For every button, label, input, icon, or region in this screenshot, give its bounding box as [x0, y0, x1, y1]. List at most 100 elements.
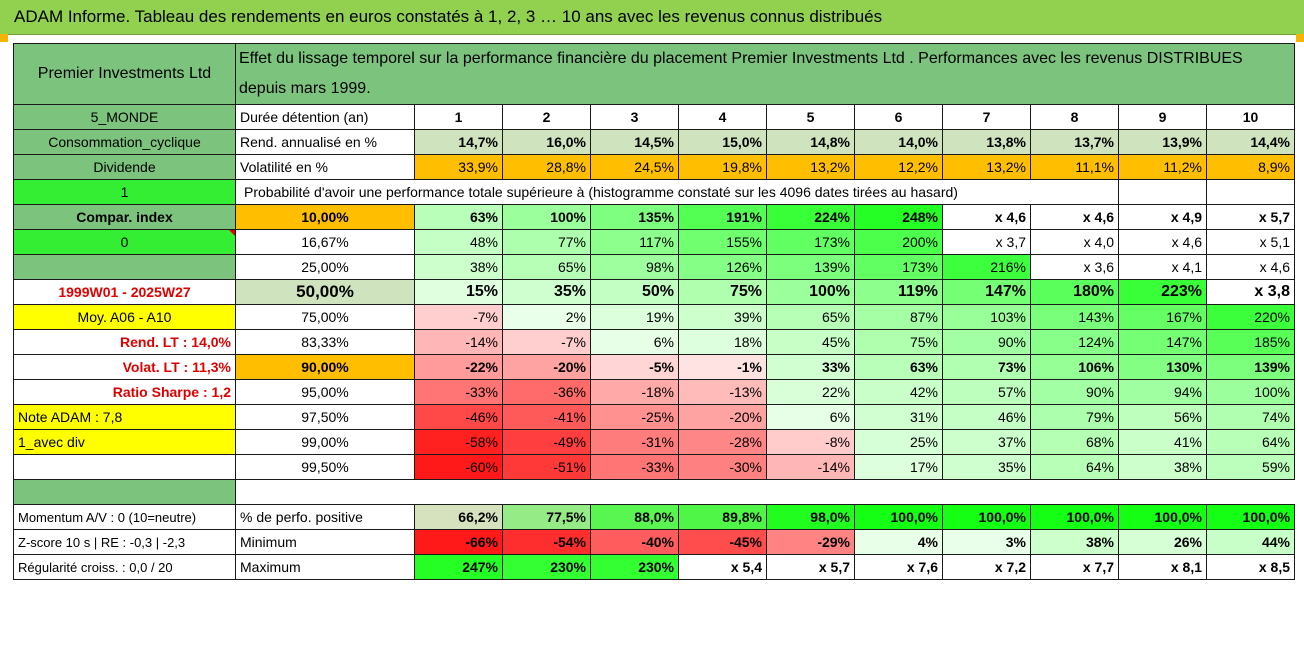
proba-cell: 31% [854, 404, 943, 430]
proba-cell: 46% [942, 404, 1031, 430]
stat-cell: 98,0% [766, 504, 855, 530]
volat-cell: 24,5% [590, 154, 679, 180]
stat-cell: 230% [502, 554, 591, 580]
proba-threshold: 99,50% [235, 454, 415, 480]
stat-cell: 100,0% [942, 504, 1031, 530]
proba-cell: 64% [1030, 454, 1119, 480]
proba-cell: 220% [1205, 304, 1296, 330]
side-label: Note ADAM : 7,8 [13, 404, 236, 430]
stat-cell: -29% [766, 529, 855, 555]
volat-cell: 33,9% [414, 154, 503, 180]
year-header: 6 [854, 104, 943, 130]
proba-cell: 216% [942, 254, 1031, 280]
stat-cell: 247% [414, 554, 503, 580]
proba-cell: 38% [414, 254, 503, 280]
proba-cell: 59% [1205, 454, 1296, 480]
proba-cell: 87% [854, 304, 943, 330]
proba-threshold: 10,00% [235, 204, 415, 230]
duree-label: Durée détention (an) [235, 104, 415, 130]
volat-cell: 13,2% [766, 154, 855, 180]
proba-cell: 56% [1118, 404, 1207, 430]
one-label: 1 [13, 179, 236, 205]
proba-cell: 18% [678, 329, 767, 355]
volat-cell: 13,2% [942, 154, 1031, 180]
stat-cell: -54% [502, 529, 591, 555]
side-label: Volat. LT : 11,3% [13, 354, 236, 380]
proba-cell: -20% [678, 404, 767, 430]
proba-cell: 37% [942, 429, 1031, 455]
side-label: Ratio Sharpe : 1,2 [13, 379, 236, 405]
stat-cell: 38% [1030, 529, 1119, 555]
corner-marker-right [1296, 34, 1304, 42]
proba-cell: 180% [1030, 279, 1119, 305]
proba-cell: 64% [1205, 429, 1296, 455]
proba-cell: -31% [590, 429, 679, 455]
proba-cell: -7% [414, 304, 503, 330]
side-label: 0 [13, 229, 236, 255]
proba-cell: -20% [502, 354, 591, 380]
proba-cell: 173% [854, 254, 943, 280]
proba-cell: 191% [678, 204, 767, 230]
report-banner: ADAM Informe. Tableau des rendements en … [0, 0, 1304, 35]
proba-cell: 147% [942, 279, 1031, 305]
stat-cell: x 8,1 [1118, 554, 1207, 580]
proba-cell: 126% [678, 254, 767, 280]
rend-cell: 15,0% [678, 129, 767, 155]
proba-threshold: 16,67% [235, 229, 415, 255]
proba-cell: -8% [766, 429, 855, 455]
stat-cell: 100,0% [1205, 504, 1296, 530]
proba-cell: 50% [590, 279, 679, 305]
proba-cell: 42% [854, 379, 943, 405]
proba-cell: 135% [590, 204, 679, 230]
proba-cell: 185% [1205, 329, 1296, 355]
proba-cell: 139% [766, 254, 855, 280]
year-header: 2 [502, 104, 591, 130]
proba-cell: 35% [942, 454, 1031, 480]
proba-cell: 119% [854, 279, 943, 305]
proba-cell: 6% [766, 404, 855, 430]
stat-cell: -45% [678, 529, 767, 555]
row-label: Minimum [235, 529, 415, 555]
proba-cell: 6% [590, 329, 679, 355]
stat-cell: 100,0% [1118, 504, 1207, 530]
proba-cell: 68% [1030, 429, 1119, 455]
proba-cell: 25% [854, 429, 943, 455]
proba-threshold: 50,00% [235, 279, 415, 305]
proba-cell: 100% [766, 279, 855, 305]
proba-cell: x 4,6 [1030, 204, 1119, 230]
stat-cell: x 8,5 [1205, 554, 1296, 580]
proba-cell: 39% [678, 304, 767, 330]
proba-cell: -18% [590, 379, 679, 405]
proba-cell: 33% [766, 354, 855, 380]
stat-cell: 88,0% [590, 504, 679, 530]
volat-cell: 28,8% [502, 154, 591, 180]
row-label: Maximum [235, 554, 415, 580]
rend-cell: 13,9% [1118, 129, 1207, 155]
proba-cell: 48% [414, 229, 503, 255]
proba-cell: x 4,6 [942, 204, 1031, 230]
banner-title: ADAM Informe. Tableau des rendements en … [14, 7, 883, 26]
year-header: 8 [1030, 104, 1119, 130]
proba-threshold: 95,00% [235, 379, 415, 405]
volat-label: Volatilité en % [235, 154, 415, 180]
stat-cell: 26% [1118, 529, 1207, 555]
proba-cell: 15% [414, 279, 503, 305]
rend-cell: 14,8% [766, 129, 855, 155]
rend-cell: 14,7% [414, 129, 503, 155]
proba-cell: 17% [854, 454, 943, 480]
proba-cell: -1% [678, 354, 767, 380]
proba-cell: -5% [590, 354, 679, 380]
proba-cell: 22% [766, 379, 855, 405]
proba-cell: 167% [1118, 304, 1207, 330]
proba-threshold: 97,50% [235, 404, 415, 430]
proba-cell: 77% [502, 229, 591, 255]
proba-cell: 130% [1118, 354, 1207, 380]
description: Effet du lissage temporel sur la perform… [234, 43, 1296, 105]
proba-cell: 106% [1030, 354, 1119, 380]
proba-cell: 100% [1205, 379, 1296, 405]
proba-cell: 94% [1118, 379, 1207, 405]
proba-cell: -41% [502, 404, 591, 430]
proba-cell: 98% [590, 254, 679, 280]
proba-cell: x 4,9 [1118, 204, 1207, 230]
proba-cell: -58% [414, 429, 503, 455]
